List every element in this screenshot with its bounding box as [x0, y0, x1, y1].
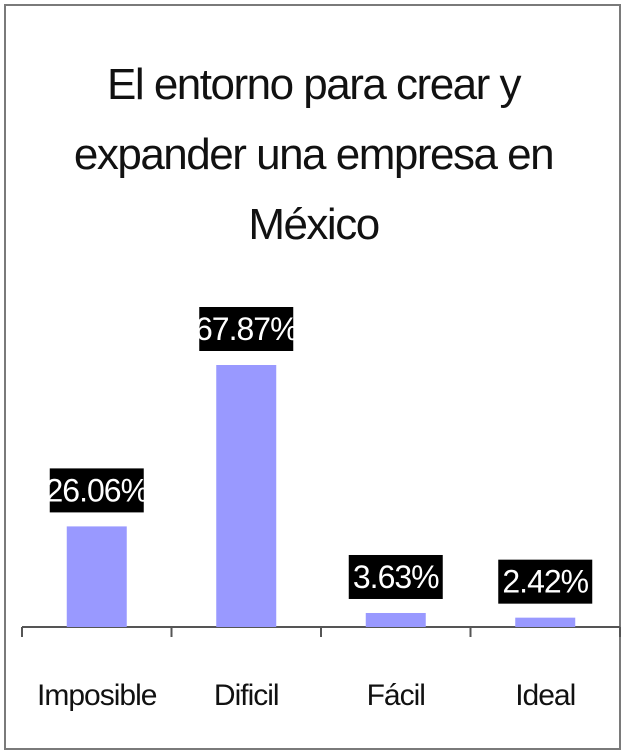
bar-dificil [216, 365, 277, 627]
data-label-box [49, 468, 144, 513]
chart-title-line-1: El entorno para crear y [106, 60, 522, 109]
category-label: Fácil [367, 679, 425, 712]
category-label: Ideal [515, 679, 575, 712]
data-label: 26.06% [45, 472, 148, 508]
data-label-box [348, 554, 443, 599]
data-label: 3.63% [353, 559, 439, 595]
chart-title-line-3: México [248, 200, 380, 249]
data-label-box [199, 307, 294, 351]
category-label: Dificil [214, 679, 279, 712]
category-label: Imposible [37, 679, 157, 712]
bar-fácil [365, 612, 426, 627]
data-label: 67.87% [195, 311, 298, 347]
chart-title: El entorno para crear y expander una emp… [20, 50, 607, 260]
data-label: 2.42% [502, 564, 588, 600]
chart-title-line-2: expander una empresa en [73, 130, 555, 179]
bar-ideal [515, 617, 576, 627]
data-label-box [498, 559, 593, 604]
bar-imposible [66, 526, 127, 627]
